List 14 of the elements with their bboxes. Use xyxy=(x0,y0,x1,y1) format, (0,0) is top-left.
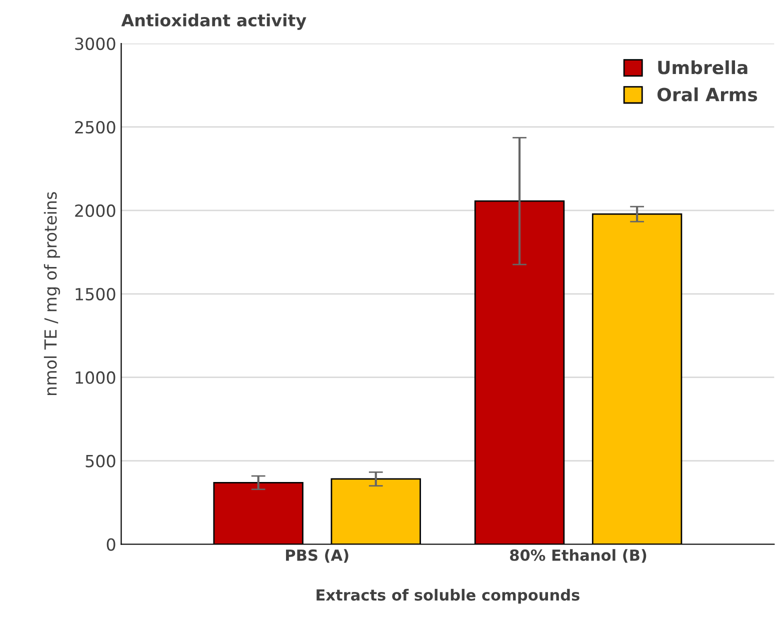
y-tick-label: 0 xyxy=(106,538,116,551)
y-tick-label: 2000 xyxy=(75,204,116,218)
y-tick-label: 3000 xyxy=(75,38,116,50)
y-tick-label: 2500 xyxy=(75,120,116,134)
y-tick-label: 1000 xyxy=(76,371,116,384)
chart-title: Antioxidant activity xyxy=(121,14,306,30)
x-axis-title: Extracts of soluble compounds xyxy=(316,588,580,604)
y-axis-title: nmol TE / mg of proteins xyxy=(44,192,60,395)
y-tick-label: 1500 xyxy=(76,288,116,300)
y-tick-label: 500 xyxy=(86,454,116,468)
legend-label: Oral Arms xyxy=(657,87,758,102)
x-tick-label: 80% Ethanol (B) xyxy=(510,549,646,563)
x-tick-label: PBS (A) xyxy=(286,549,348,563)
legend-label: Umbrella xyxy=(658,60,748,74)
